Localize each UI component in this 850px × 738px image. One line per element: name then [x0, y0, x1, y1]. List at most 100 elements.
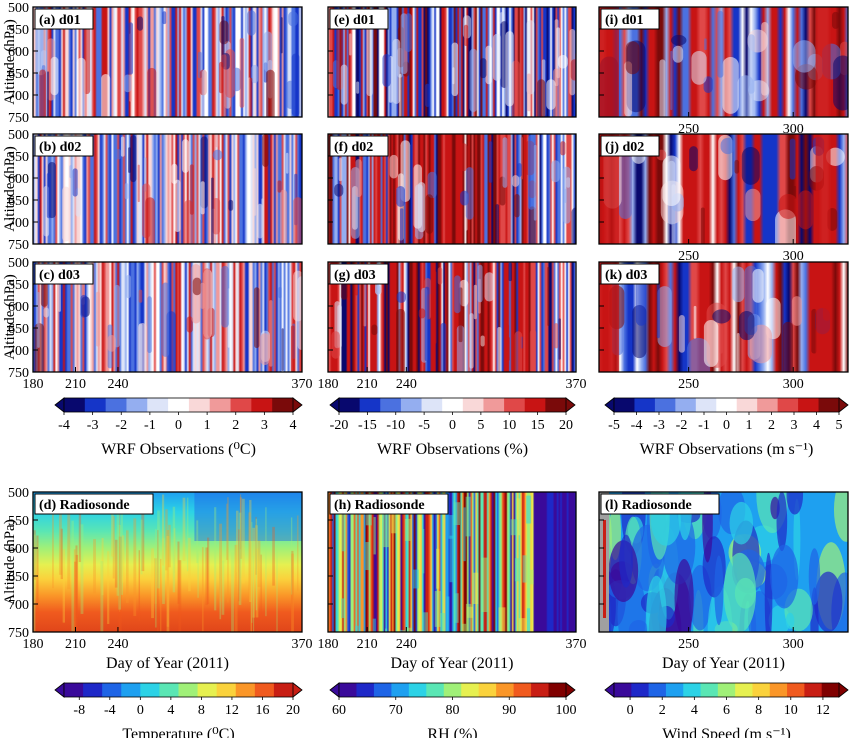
panel-i: (i) d01 250 300 [598, 6, 849, 137]
colorbar-segment [339, 683, 357, 697]
colorbar-segment [757, 398, 779, 412]
xtick-label: 180 [23, 637, 44, 652]
colorbar-segment [496, 683, 515, 697]
panel-frame-f [327, 133, 577, 245]
ytick-label: 500 [8, 486, 29, 501]
colorbar-segment [126, 398, 148, 412]
colorbar-tick-label: 0 [627, 703, 634, 718]
colorbar-tick-label: -4 [58, 418, 70, 433]
colorbar-tick-label: 15 [531, 418, 545, 433]
colorbar-tick-label: 5 [477, 418, 484, 433]
colorbar-1: -4 -3 -2 -1 0 1 2 3 4 WRF Observations (⁰C) [54, 397, 303, 458]
colorbar-tick-label: 6 [723, 703, 730, 718]
colorbar-segment [273, 683, 294, 697]
colorbar-segment [478, 683, 497, 697]
colorbar-tick-label: 0 [137, 703, 144, 718]
panel-label-box-i [600, 8, 660, 30]
colorbar-tick-label: -8 [73, 703, 85, 718]
ytick-label: 700 [8, 598, 29, 613]
xtick-label: 250 [678, 377, 699, 392]
colorbar-segment [168, 398, 190, 412]
xtick-label: 250 [678, 637, 699, 652]
xtick-label: 240 [396, 637, 417, 652]
colorbar-extend-low [604, 682, 615, 698]
panel-label-c: (c) d03 [39, 268, 80, 283]
colorbar-title: WRF Observations (m s⁻¹) [640, 441, 814, 458]
xtick-label: 210 [65, 377, 86, 392]
xtick-label: 370 [566, 637, 587, 652]
colorbar-segment [717, 683, 736, 697]
ytick-label: 550 [8, 23, 29, 38]
ytick-label: 700 [8, 89, 29, 104]
colorbar-tick-label: -3 [653, 418, 665, 433]
ytick-label: 600 [8, 300, 29, 315]
colorbar-tick-label: 0 [449, 418, 456, 433]
colorbar-segment [631, 683, 650, 697]
colorbar-extend-high [565, 682, 576, 698]
heatmap-h [328, 492, 576, 632]
colorbar-segment [102, 683, 122, 697]
colorbar-tick-label: 2 [232, 418, 239, 433]
colorbar-segment [634, 398, 656, 412]
colorbar-tick-label: 10 [502, 418, 516, 433]
colorbar-3: -5 -4 -3 -2 -1 0 1 2 3 4 5 WRF Observations (m s⁻¹) [604, 397, 849, 458]
panel-f: (f) d02 [327, 133, 577, 245]
colorbar-tick-label: 10 [784, 703, 798, 718]
x-axis-label: Day of Year (2011) [106, 655, 229, 672]
panel-frame-l [598, 491, 849, 633]
heatmap-d [33, 492, 302, 632]
colorbar-tick-label: 0 [723, 418, 730, 433]
heatmap-j [599, 134, 848, 244]
colorbar-tick-label: -20 [330, 418, 349, 433]
colorbar-extend-high [292, 397, 303, 413]
colorbar-tick-label: -2 [115, 418, 127, 433]
ytick-label: 500 [8, 128, 29, 143]
ytick-label: 600 [8, 542, 29, 557]
ytick-label: 700 [8, 344, 29, 359]
panel-label-h: (h) Radiosonde [334, 498, 425, 513]
xtick-label: 250 [678, 122, 699, 137]
colorbar-tick-label: 3 [791, 418, 798, 433]
xtick-label: 240 [396, 377, 417, 392]
colorbar-tick-label: -4 [631, 418, 643, 433]
colorbar-segment [545, 398, 567, 412]
panel-e: (e) d01 [327, 6, 577, 118]
colorbar-segment [735, 683, 753, 697]
xtick-label: 370 [566, 377, 587, 392]
panel-label-i: (i) d01 [605, 13, 644, 28]
colorbar-segment [700, 683, 719, 697]
ytick-label: 600 [8, 45, 29, 60]
xtick-label: 240 [107, 637, 128, 652]
panel-label-e: (e) d01 [334, 13, 375, 28]
colorbar-tick-label: -10 [386, 418, 405, 433]
colorbar-segment [531, 683, 550, 697]
colorbar-tick-label: 3 [261, 418, 268, 433]
heatmap-a [33, 7, 302, 117]
colorbar-segment [359, 398, 381, 412]
panel-frame-h [327, 491, 577, 633]
panel-label-box-f [329, 135, 389, 157]
y-axis-label: Altitude (hPa) [2, 146, 18, 231]
panel-frame-j [598, 133, 849, 245]
colorbar-segment [513, 683, 532, 697]
colorbar-segment [251, 398, 273, 412]
panel-label-j: (j) d02 [605, 140, 644, 155]
colorbar-segment [83, 683, 103, 697]
colorbar-title: RH (%) [427, 726, 477, 738]
panel-label-b: (b) d02 [39, 140, 81, 155]
panel-label-box-a [34, 8, 94, 30]
colorbar-tick-label: 5 [836, 418, 843, 433]
colorbar-segment [216, 683, 237, 697]
panel-label-l: (l) Radiosonde [605, 498, 692, 513]
ytick-label: 650 [8, 67, 29, 82]
panel-label-k: (k) d03 [605, 268, 647, 283]
xtick-label: 180 [23, 377, 44, 392]
y-axis-label: Altitude (hPa) [2, 274, 18, 359]
colorbar-segment [821, 683, 840, 697]
colorbar-extend-high [565, 397, 576, 413]
colorbar-extend-low [604, 397, 615, 413]
ytick-label: 650 [8, 570, 29, 585]
colorbar-segment [695, 398, 717, 412]
panel-label-box-b [34, 135, 94, 157]
colorbar-title: WRF Observations (⁰C) [101, 441, 256, 458]
